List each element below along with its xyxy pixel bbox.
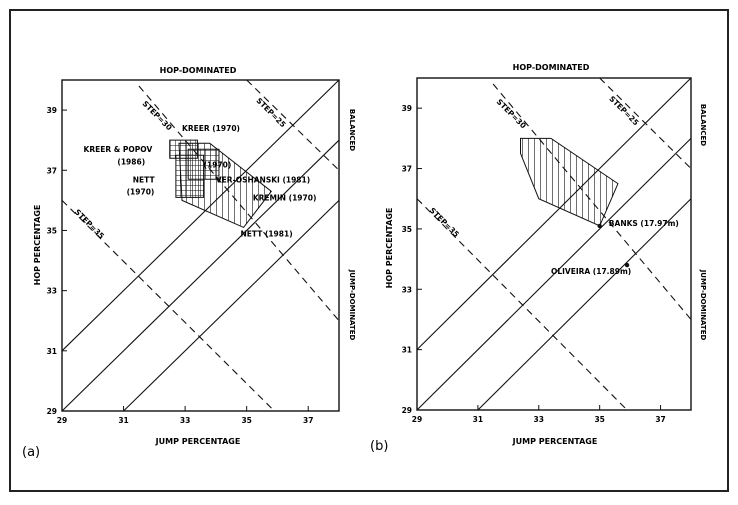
annotation-label: OLIVEIRA (17.89m) — [551, 267, 631, 276]
solid-line — [123, 199, 339, 411]
panel-a-right-label-bottom: JUMP-DOMINATED — [348, 269, 356, 341]
solid-line — [417, 137, 691, 410]
y-tick-label: 39 — [47, 106, 57, 115]
panel-b-top-label: HOP-DOMINATED — [513, 63, 590, 72]
annotation-label: (1970) — [204, 160, 232, 169]
panel-a-xlabel: JUMP PERCENTAGE — [155, 437, 241, 446]
x-tick-label: 33 — [180, 416, 190, 425]
y-tick-label: 29 — [402, 406, 412, 415]
region-hatch — [520, 137, 619, 227]
annotation-label: KREER & POPOV — [84, 145, 153, 154]
y-tick-label: 37 — [47, 166, 57, 175]
panel-a-ylabel: HOP PERCENTAGE — [33, 205, 42, 286]
plot-frame — [61, 79, 340, 412]
annotation-label: KREMIN (1970) — [253, 193, 317, 202]
y-tick-label: 35 — [47, 226, 57, 235]
dashed-line — [417, 198, 628, 410]
dashed-line — [138, 85, 339, 322]
y-tick-label: 31 — [47, 347, 57, 356]
x-tick-label: 29 — [57, 416, 67, 425]
y-tick-label: 35 — [402, 225, 412, 234]
solid-line — [62, 80, 339, 352]
y-tick-label: 33 — [47, 287, 57, 296]
x-tick-label: 31 — [118, 416, 128, 425]
region-hatch — [178, 142, 272, 229]
x-tick-label: 31 — [473, 415, 483, 424]
y-tick-label: 39 — [402, 104, 412, 113]
step-label: STEP=35 — [428, 206, 461, 239]
panel-a-label: (a) — [22, 445, 40, 460]
step-label: STEP=35 — [73, 207, 106, 240]
y-tick-label: 33 — [402, 285, 412, 294]
solid-line — [477, 198, 691, 410]
data-point — [624, 262, 630, 268]
panel-b-right-label-bottom: JUMP-DOMINATED — [699, 269, 707, 341]
panel-a-top-label: HOP-DOMINATED — [160, 66, 237, 75]
annotation-label: BANKS (17.97m) — [609, 219, 679, 228]
dashed-line — [492, 83, 691, 320]
solid-line — [417, 78, 691, 351]
step-label: STEP=30 — [495, 97, 528, 130]
y-tick-label: 31 — [402, 346, 412, 355]
plot-area — [62, 80, 339, 411]
annotation-label: (1970) — [127, 187, 155, 196]
plot-frame — [416, 77, 692, 411]
data-point — [597, 223, 602, 229]
dashed-line — [599, 78, 691, 169]
solid-line — [62, 139, 339, 411]
x-tick-label: 35 — [241, 416, 251, 425]
annotation-label: NETT (1981) — [241, 229, 293, 238]
y-tick-label: 37 — [402, 165, 412, 174]
x-tick-label: 35 — [594, 415, 604, 424]
step-label: STEP=25 — [607, 94, 640, 127]
panel-b-xlabel: JUMP PERCENTAGE — [512, 437, 598, 446]
step-label: STEP=25 — [254, 96, 287, 129]
outer-frame — [9, 9, 729, 492]
annotation-label: (1986) — [117, 157, 145, 166]
x-tick-label: 37 — [303, 416, 313, 425]
annotation-label: KREER (1970) — [182, 124, 240, 133]
panel-b-right-label-top: BALANCED — [699, 104, 707, 146]
x-tick-label: 33 — [534, 415, 544, 424]
x-tick-label: 37 — [655, 415, 665, 424]
annotation-label: NETT — [133, 175, 156, 184]
x-tick-label: 29 — [412, 415, 422, 424]
panel-b-label: (b) — [370, 439, 388, 454]
step-label: STEP=30 — [141, 99, 174, 132]
y-tick-label: 29 — [47, 407, 57, 416]
annotation-label: VER-OSHANSKI (1981) — [216, 175, 310, 184]
panel-b: HOP-DOMINATED JUMP PERCENTAGE HOP PERCEN… — [370, 63, 707, 454]
dashed-line — [62, 199, 275, 411]
panel-a-right-label-top: BALANCED — [348, 109, 356, 151]
plot-area — [417, 78, 691, 410]
panel-a: HOP-DOMINATED JUMP PERCENTAGE HOP PERCEN… — [22, 66, 356, 460]
dashed-line — [246, 80, 339, 171]
panel-b-ylabel: HOP PERCENTAGE — [385, 208, 394, 289]
